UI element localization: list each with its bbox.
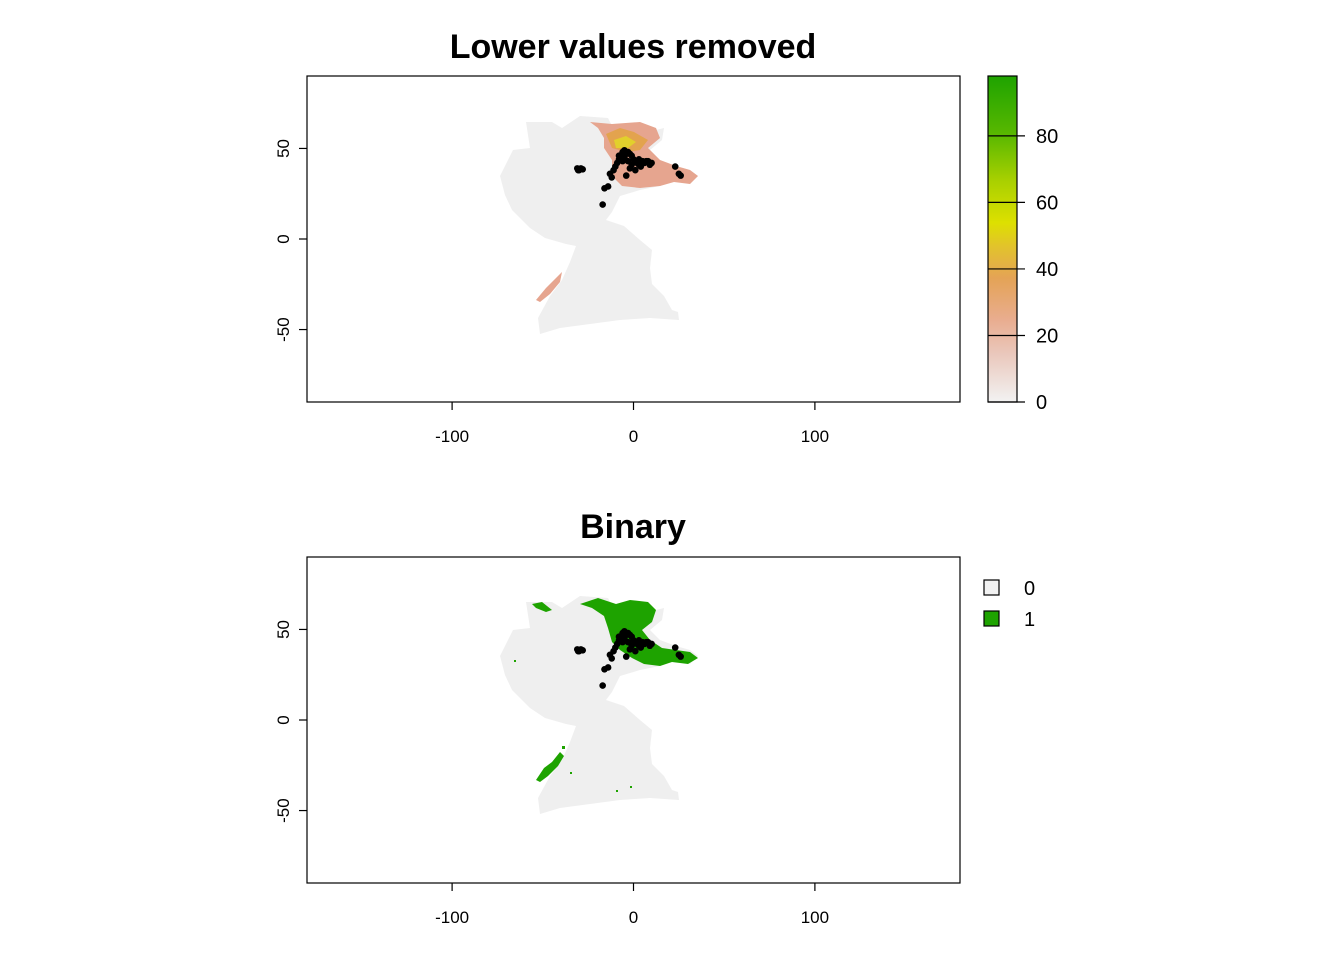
y-tick-label: -50 <box>274 317 293 342</box>
occurrence-point <box>632 647 639 655</box>
occurrence-point <box>671 163 679 170</box>
colorbar-tick-label: 0 <box>1036 392 1047 414</box>
y-axis: -50 0 50 <box>274 139 307 342</box>
occurrence-point <box>615 152 623 159</box>
legend-swatch <box>983 610 1000 627</box>
occurrence-point <box>677 172 684 179</box>
occurrence-point <box>608 174 616 181</box>
land-raster <box>500 596 698 814</box>
legend-label: 1 <box>1024 609 1035 631</box>
suitable-cell <box>562 746 565 749</box>
y-tick-label: 50 <box>274 620 293 639</box>
suitable-area <box>514 598 698 792</box>
occurrence-point <box>648 640 655 648</box>
y-axis: -50 0 50 <box>274 620 307 823</box>
x-tick-label: 0 <box>629 908 638 927</box>
occurrence-points <box>573 146 684 208</box>
suitable-cell <box>630 786 632 788</box>
land-raster <box>500 116 698 334</box>
suitable-cell <box>616 790 618 792</box>
colorbar-tick-label: 40 <box>1036 259 1058 281</box>
x-tick-label: 100 <box>801 427 829 446</box>
x-tick-label: 0 <box>629 427 638 446</box>
colorbar-tick-label: 80 <box>1036 126 1058 148</box>
colorbar-legend: 0 20 40 60 80 <box>987 75 1058 414</box>
occurrence-point <box>574 166 582 174</box>
suitable-cell <box>570 772 572 774</box>
map-title: Lower values removed <box>450 28 817 66</box>
categorical-legend: 01 <box>983 578 1035 631</box>
occurrence-point <box>632 166 639 174</box>
legend-swatch <box>983 579 1000 596</box>
occurrence-point <box>622 172 630 179</box>
x-axis: -100 0 100 <box>435 883 829 927</box>
occurrence-point <box>628 642 635 650</box>
occurrence-point <box>599 682 606 689</box>
suitability-band-southwest <box>536 272 562 302</box>
suitable-cell <box>514 660 516 662</box>
x-tick-label: -100 <box>435 908 469 927</box>
suitable-area-southwest <box>536 752 564 782</box>
colorbar <box>987 75 1018 403</box>
colorbar-tick-label: 20 <box>1036 325 1058 347</box>
occurrence-point <box>677 653 684 660</box>
occurrence-point <box>628 633 635 640</box>
y-tick-label: 0 <box>274 234 293 243</box>
x-tick-label: -100 <box>435 427 469 446</box>
occurrence-point <box>574 647 582 655</box>
occurrence-point <box>635 637 643 644</box>
y-tick-label: 50 <box>274 139 293 158</box>
occurrence-point <box>599 201 606 208</box>
occurrence-point <box>628 152 635 159</box>
suitability-band-yellow <box>614 136 636 148</box>
map-title: Binary <box>580 508 686 546</box>
occurrence-point <box>622 653 630 660</box>
y-tick-label: 0 <box>274 715 293 724</box>
y-tick-label: -50 <box>274 798 293 823</box>
occurrence-point <box>628 161 635 169</box>
suitable-area-northwest <box>532 602 552 612</box>
colorbar-tick-label: 60 <box>1036 192 1058 214</box>
occurrence-point <box>604 183 612 190</box>
occurrence-point <box>619 157 626 165</box>
occurrence-point <box>635 156 643 163</box>
x-axis: -100 0 100 <box>435 402 829 446</box>
occurrence-point <box>671 644 679 651</box>
occurrence-point <box>608 655 616 662</box>
legend-label: 0 <box>1024 578 1035 600</box>
x-tick-label: 100 <box>801 908 829 927</box>
colorbar-ticks: 0 20 40 60 80 <box>988 126 1058 414</box>
map-panel-lower-values-removed: Lower values removed -100 0 100 -50 0 50 0 20… <box>274 28 1058 446</box>
occurrence-point <box>615 633 623 640</box>
occurrence-point <box>619 638 626 646</box>
occurrence-points <box>573 627 684 689</box>
occurrence-point <box>648 159 655 167</box>
occurrence-point <box>604 664 612 671</box>
suitable-area-north <box>580 598 698 666</box>
